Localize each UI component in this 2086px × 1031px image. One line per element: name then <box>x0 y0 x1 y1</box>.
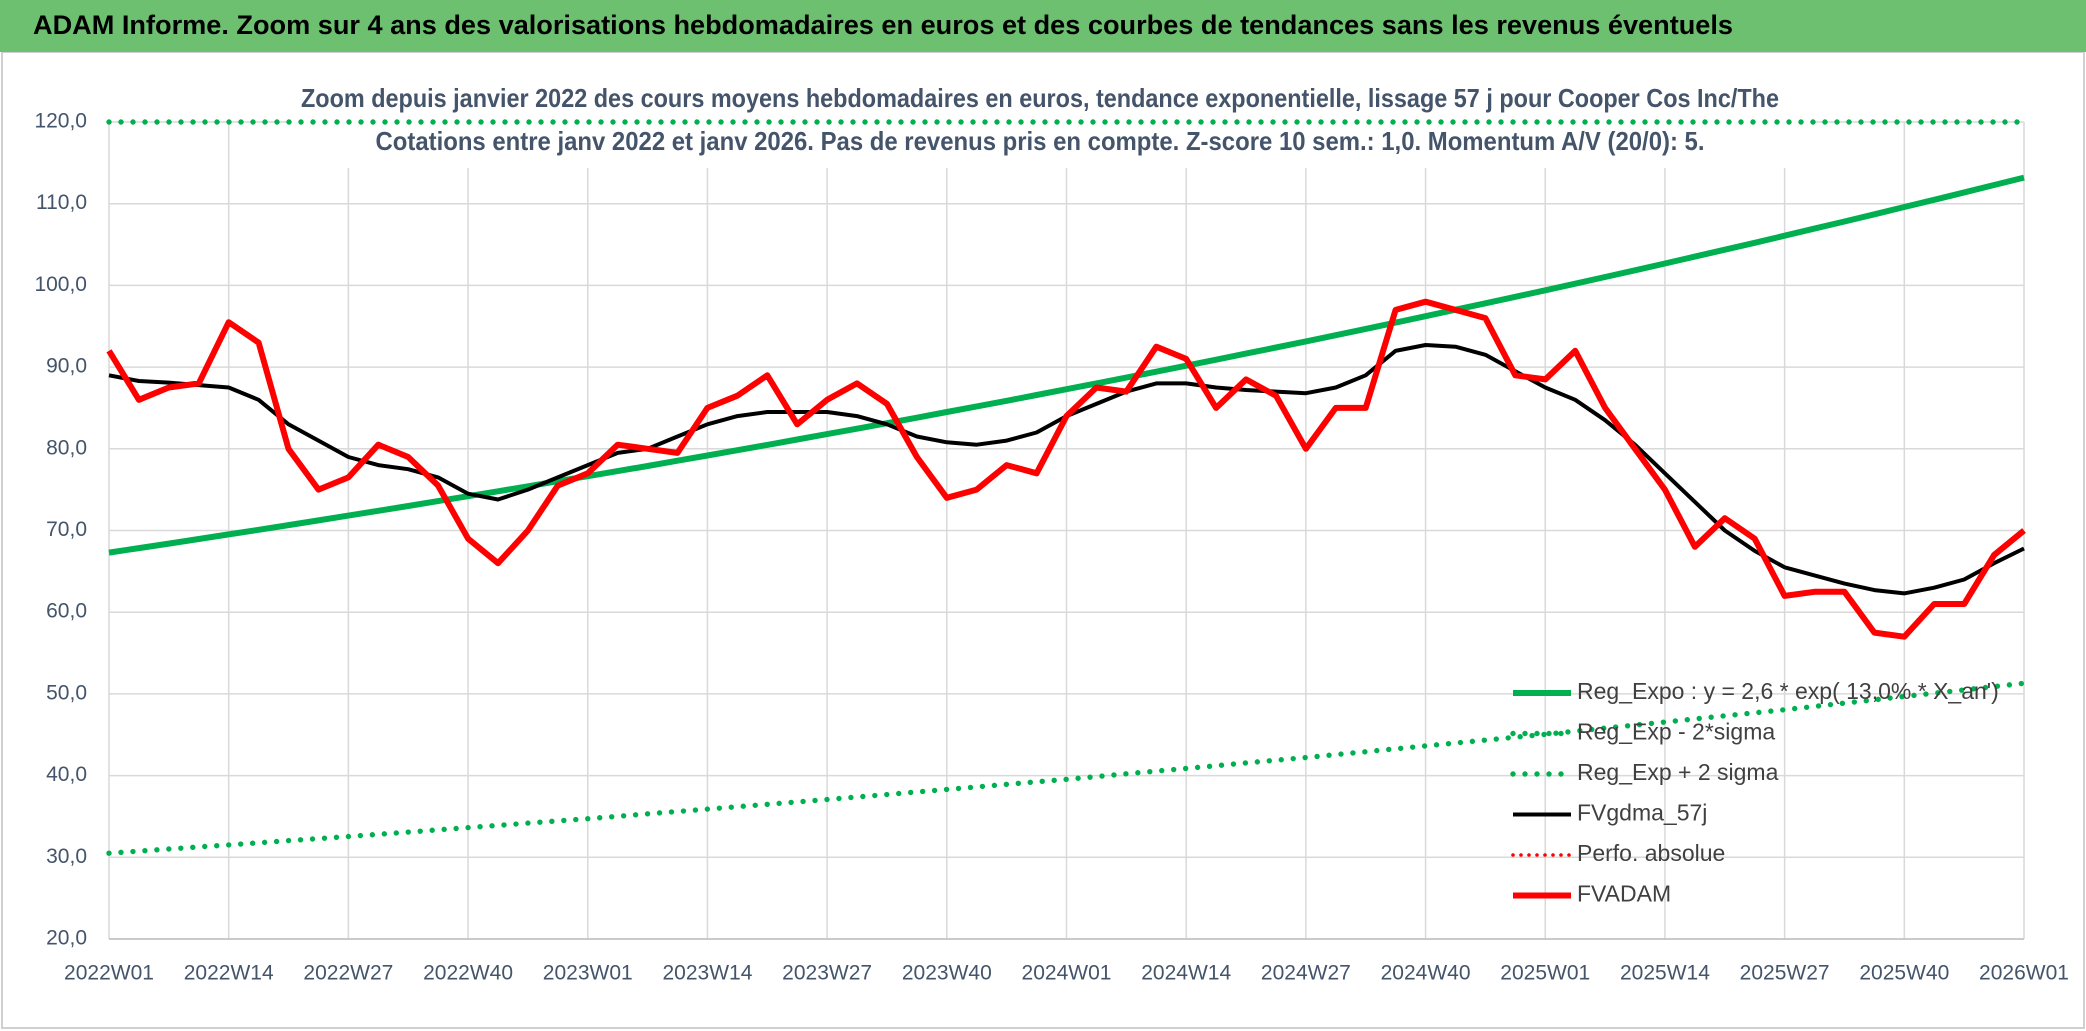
y-tick-label: 20,0 <box>46 927 87 950</box>
y-tick-label: 30,0 <box>46 845 87 868</box>
x-tick-label: 2024W14 <box>1141 962 1231 985</box>
x-tick-label: 2024W27 <box>1261 962 1351 985</box>
x-tick-label: 2024W01 <box>1022 962 1112 985</box>
legend-label: Reg_Exp - 2*sigma <box>1577 719 1775 745</box>
legend-label: FVADAM <box>1577 881 1671 907</box>
series-line <box>106 298 2026 640</box>
legend-label: Perfo. absolue <box>1577 840 1725 866</box>
y-tick-label: 70,0 <box>46 518 87 541</box>
chart-title: Zoom depuis janvier 2022 des cours moyen… <box>301 83 1779 113</box>
x-tick-label: 2023W14 <box>662 962 752 985</box>
y-tick-label: 50,0 <box>46 681 87 704</box>
x-tick-label: 2025W40 <box>1859 962 1949 985</box>
chart-subtitle: Cotations entre janv 2022 et janv 2026. … <box>376 126 1705 156</box>
x-tick-label: 2022W40 <box>423 962 513 985</box>
x-tick-label: 2022W01 <box>64 962 154 985</box>
x-tick-label: 2022W14 <box>184 962 274 985</box>
y-tick-label: 100,0 <box>34 273 87 296</box>
legend-label: FVgdma_57j <box>1577 800 1707 826</box>
legend-label: Reg_Exp + 2 sigma <box>1577 759 1779 785</box>
series-line <box>108 174 2025 556</box>
x-tick-label: 2026W01 <box>1979 962 2069 985</box>
x-tick-label: 2022W27 <box>303 962 393 985</box>
x-tick-label: 2023W27 <box>782 962 872 985</box>
y-tick-label: 90,0 <box>46 355 87 378</box>
y-tick-label: 80,0 <box>46 436 87 459</box>
legend-label: Reg_Expo : y = 2,6 * exp( 13,0% * X_an') <box>1577 678 1999 704</box>
y-tick-label: 110,0 <box>36 191 87 214</box>
x-tick-label: 2023W01 <box>543 962 633 985</box>
x-tick-label: 2025W01 <box>1500 962 1590 985</box>
x-tick-label: 2023W40 <box>902 962 992 985</box>
series-line <box>106 680 2027 856</box>
x-tick-label: 2024W40 <box>1381 962 1471 985</box>
y-tick-label: 60,0 <box>46 600 87 623</box>
x-tick-label: 2025W27 <box>1740 962 1830 985</box>
header-title: ADAM Informe. Zoom sur 4 ans des valoris… <box>33 10 1733 40</box>
y-tick-label: 40,0 <box>46 763 87 786</box>
y-tick-label: 120,0 <box>34 110 87 133</box>
x-tick-label: 2025W14 <box>1620 962 1710 985</box>
header-bar <box>0 0 2086 52</box>
